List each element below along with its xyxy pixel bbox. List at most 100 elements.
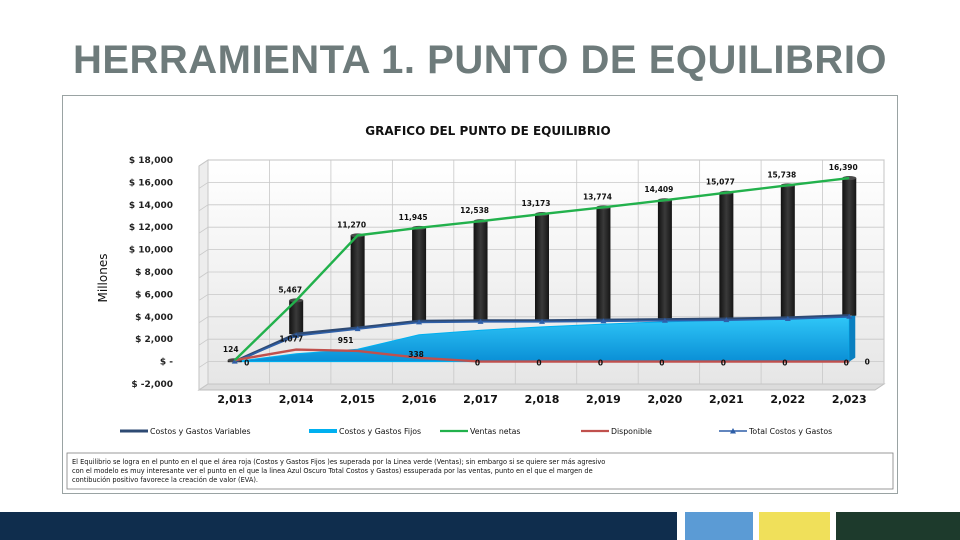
y-tick-label: $ -2,000 (131, 380, 173, 390)
disponible-line (234, 348, 850, 363)
fixed-costs-area-side (849, 313, 856, 362)
gridline-h-side (198, 204, 209, 212)
zero-data-label: 0 (865, 358, 870, 367)
disponible-data-label: 0 (536, 359, 541, 368)
total-costs-marker (600, 318, 607, 324)
disponible-data-label: 1,077 (279, 335, 303, 344)
ventas-data-label: 11,945 (399, 213, 428, 222)
slide-title: HERRAMIENTA 1. PUNTO DE EQUILIBRIO (72, 38, 888, 82)
total-costs-marker (661, 317, 668, 323)
y-tick-label: $ 12,000 (129, 223, 173, 233)
y-axis-ticks: $ -2,000 $ - $ 2,000 $ 4,000 $ 6,000 $ 8,000 $… (129, 156, 173, 390)
disponible-data-label: 0 (782, 359, 787, 368)
x-tick-label: 2,017 (463, 393, 498, 406)
gridline-h-side (198, 294, 209, 301)
zero-data-label: 0 (244, 359, 249, 368)
gridline-h-side (198, 383, 209, 391)
y-tick-label: $ 14,000 (129, 201, 173, 211)
range-bar (596, 207, 611, 321)
ventas-data-label: 124 (223, 345, 239, 354)
total-costs-marker (846, 313, 853, 319)
legend: Costos y Gastos Variables Costos y Gastos… (120, 427, 832, 436)
ventas-data-label: 5,467 (278, 285, 302, 294)
note-box (66, 452, 894, 490)
legend-label: Total Costos y Gastos (748, 427, 832, 436)
legend-label: Costos y Gastos Variables (150, 427, 251, 436)
range-bar (719, 192, 734, 320)
total-costs-marker (231, 358, 238, 364)
disponible-data-label: 0 (475, 359, 480, 368)
disponible-data-label: 0 (598, 359, 603, 368)
x-tick-label: 2,018 (525, 393, 560, 406)
gridline-h-side (198, 226, 209, 234)
note-line-1: El Equilibrio se logra en el punto en el… (72, 458, 605, 466)
disponible-data-label: 0 (844, 359, 849, 368)
series-lines (231, 176, 853, 364)
x-tick-label: 2,022 (770, 393, 805, 406)
footer-band-navy (0, 512, 677, 540)
total-costs-marker (477, 318, 484, 324)
data-labels: 124 5,467 11,270 11,945 12,538 13,173 13,774 14… (223, 163, 870, 368)
legend-label: Disponible (611, 427, 652, 436)
range-bar (473, 221, 488, 321)
y-tick-label: $ 2,000 (135, 335, 173, 345)
disponible-data-label: 338 (408, 350, 424, 359)
x-tick-label: 2,015 (340, 393, 375, 406)
total-costs-marker (539, 318, 545, 324)
total-costs-marker (293, 332, 300, 338)
footer-band-green (836, 512, 960, 540)
ventas-line (233, 176, 850, 362)
gridline-h-side (198, 182, 209, 189)
range-bar (780, 185, 795, 318)
y-tick-label: $ 4,000 (135, 313, 173, 323)
x-tick-label: 2,019 (586, 393, 621, 406)
range-bar (289, 300, 304, 335)
total-costs-marker (723, 317, 730, 323)
y-tick-label: $ 6,000 (135, 290, 173, 300)
gridline-h-side (198, 159, 209, 167)
note-line-3: contibución positivo favorece la creació… (72, 476, 258, 484)
note-line-2: con el modelo es muy interesante ver el … (72, 467, 593, 475)
gridline-h-side (198, 338, 209, 346)
ventas-data-label: 13,774 (583, 192, 612, 201)
ventas-data-label: 16,390 (829, 163, 858, 172)
disponible-data-label: 0 (721, 359, 726, 368)
legend-marker (730, 428, 736, 434)
footer-band-yellow (759, 512, 830, 540)
legend-label: Costos y Gastos Fijos (339, 427, 421, 436)
y-tick-label: $ 16,000 (129, 178, 173, 188)
y-tick-label: $ 8,000 (135, 268, 173, 278)
chart-title: GRAFICO DEL PUNTO DE EQUILIBRIO (365, 124, 610, 138)
x-tick-label: 2,013 (217, 393, 252, 406)
gridline-h-side (198, 271, 209, 279)
total-costs-marker (784, 316, 791, 322)
range-bars (227, 176, 857, 363)
plot-floor (197, 383, 886, 391)
ventas-data-label: 13,173 (522, 199, 551, 208)
x-tick-label: 2,016 (402, 393, 437, 406)
range-bar (535, 214, 549, 321)
range-bar (412, 227, 427, 322)
gridline-h-side (198, 316, 209, 324)
x-tick-label: 2,020 (648, 393, 683, 406)
legend-label: Ventas netas (470, 427, 520, 436)
x-tick-label: 2,023 (832, 393, 867, 406)
y-tick-label: $ 10,000 (129, 246, 173, 256)
range-bar (350, 235, 365, 328)
x-axis-ticks: 2,013 2,014 2,015 2,016 2,017 2,018 2,019 2,020… (217, 393, 866, 406)
x-tick-label: 2,021 (709, 393, 744, 406)
disponible-data-label: 951 (338, 336, 354, 345)
y-tick-label: $ - (160, 358, 173, 368)
disponible-data-label: 0 (659, 359, 664, 368)
x-tick-label: 2,014 (279, 393, 314, 406)
range-bar (842, 178, 857, 316)
ventas-data-label: 11,270 (337, 220, 366, 229)
y-axis-label: Millones (96, 254, 110, 303)
total-costs-marker (354, 326, 361, 332)
ventas-data-label: 14,409 (644, 185, 673, 194)
ventas-data-label: 15,738 (767, 170, 796, 179)
break-even-chart: GRAFICO DEL PUNTO DE EQUILIBRIO $ -2,000… (66, 124, 894, 490)
ventas-data-label: 12,538 (460, 206, 489, 215)
total-costs-marker (416, 319, 423, 325)
gridline-h-side (198, 361, 209, 368)
